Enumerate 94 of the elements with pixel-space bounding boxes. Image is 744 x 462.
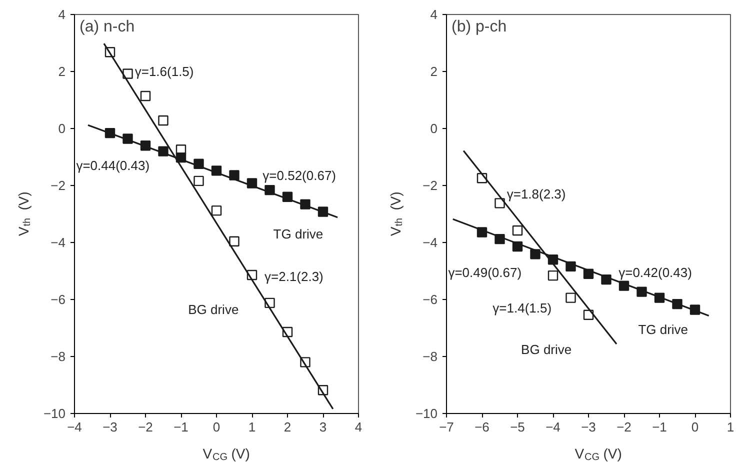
point	[618, 280, 630, 291]
y-tick-label: −6	[50, 292, 66, 307]
y-tick-label: 2	[58, 64, 66, 79]
x-tick-label: −7	[439, 420, 454, 434]
point	[264, 184, 275, 196]
x-tick-label: 1	[726, 420, 734, 434]
x-tick-label: 1	[248, 420, 256, 434]
point	[494, 198, 505, 208]
y-tick-label: −8	[50, 349, 66, 364]
point	[104, 128, 116, 138]
x-tick-label: −5	[510, 420, 525, 434]
y-tick-label: −10	[43, 406, 66, 421]
point	[122, 68, 133, 79]
point	[158, 115, 168, 126]
point	[176, 152, 186, 163]
point	[476, 227, 488, 238]
chart-title: (a) n-ch	[80, 18, 135, 36]
point	[176, 144, 186, 155]
y-tick-label: −10	[415, 406, 438, 421]
y-tick-label: −6	[422, 292, 438, 307]
point	[512, 241, 523, 252]
point	[566, 292, 576, 303]
point	[246, 270, 258, 280]
x-tick-label: −3	[581, 420, 596, 434]
annotation: γ=2.1(2.3)	[264, 269, 324, 284]
chart-title: (b) p-ch	[452, 18, 507, 36]
y-axis-title: Vth (V)	[16, 192, 33, 236]
annotation: γ=0.42(0.43)	[618, 264, 692, 280]
x-tick-label: 0	[691, 420, 699, 434]
x-tick-label: −1	[652, 420, 667, 434]
y-tick-label: 2	[430, 64, 438, 79]
point	[282, 326, 293, 338]
point	[530, 249, 540, 260]
y-tick-label: 0	[58, 121, 66, 136]
annotation: γ=1.8(2.3)	[506, 186, 566, 202]
point	[601, 274, 612, 285]
point	[229, 236, 240, 246]
annotation: γ=1.6(1.5)	[134, 64, 194, 80]
annotation: BG drive	[521, 342, 572, 357]
point	[211, 166, 222, 176]
annotation: TG drive	[273, 226, 324, 242]
y-tick-label: −4	[422, 235, 438, 250]
point	[654, 292, 665, 303]
x-tick-label: −2	[138, 420, 153, 434]
point	[246, 178, 258, 188]
point	[548, 254, 558, 265]
x-tick-label: 0	[212, 420, 220, 434]
y-tick-label: −8	[422, 349, 438, 364]
point	[140, 140, 151, 151]
annotation: γ=0.44(0.43)	[76, 158, 150, 174]
y-axis-title: Vth (V)	[388, 192, 405, 236]
point	[672, 298, 682, 310]
point	[282, 192, 293, 202]
x-tick-label: −6	[474, 420, 490, 434]
y-tick-label: 0	[430, 121, 438, 136]
point	[104, 47, 116, 58]
x-tick-label: −1	[174, 420, 188, 434]
point	[548, 270, 558, 281]
point	[318, 206, 328, 217]
annotation: BG drive	[188, 302, 239, 317]
point	[264, 298, 275, 308]
point	[494, 234, 505, 244]
y-tick-label: −4	[50, 235, 66, 250]
point	[476, 172, 488, 184]
x-tick-label: −2	[616, 420, 632, 434]
x-tick-label: −3	[102, 420, 118, 434]
point	[194, 158, 204, 169]
annotation: γ=0.52(0.67)	[262, 168, 336, 184]
point	[583, 310, 594, 320]
point	[300, 199, 310, 210]
point	[158, 146, 168, 156]
point	[211, 205, 222, 216]
y-tick-label: −2	[50, 178, 66, 193]
point	[512, 225, 523, 236]
x-tick-label: 2	[284, 420, 292, 434]
point	[194, 176, 204, 186]
point	[140, 90, 151, 102]
point	[636, 286, 647, 297]
annotation: γ=1.4(1.5)	[492, 300, 552, 316]
y-tick-label: −2	[422, 178, 438, 193]
point	[318, 385, 328, 396]
y-tick-label: 4	[58, 7, 66, 22]
annotation: γ=0.49(0.67)	[448, 264, 522, 280]
x-tick-label: 4	[354, 420, 362, 434]
point	[229, 170, 240, 180]
x-tick-label: −4	[546, 420, 560, 434]
point	[583, 268, 594, 279]
x-tick-label: 3	[319, 420, 327, 434]
point	[566, 261, 576, 272]
y-tick-label: 4	[430, 7, 438, 22]
point	[300, 357, 310, 368]
point	[122, 134, 133, 144]
annotation: TG drive	[638, 322, 688, 337]
point	[690, 304, 700, 315]
